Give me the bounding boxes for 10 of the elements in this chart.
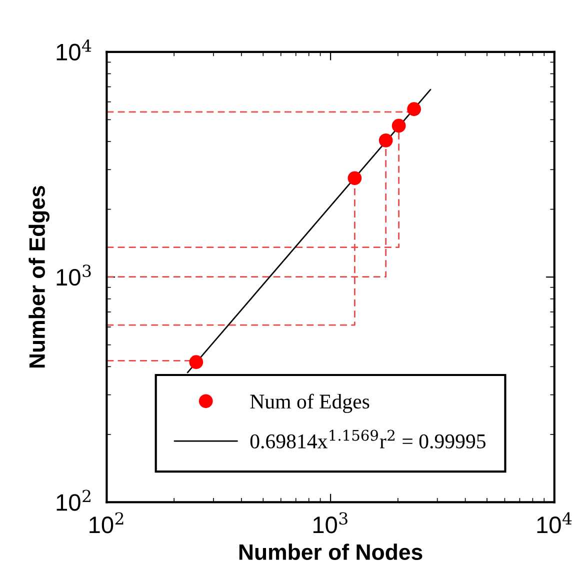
x-tick-label: 10$^{4}$ <box>537 512 572 534</box>
y-tick-label: 10$^{2}$ <box>56 490 90 511</box>
legend-label: Num of Edges <box>250 394 370 413</box>
x-tick-label: 10$^{2}$ <box>90 512 124 534</box>
legend-label: 0.69814x$^{1.1569}$r$^{2}$ = 0.99995 <box>250 430 486 448</box>
x-axis-title: Number of Nodes <box>239 544 422 560</box>
x-tick-label: 10$^{3}$ <box>313 512 348 534</box>
y-tick-label: 10$^{3}$ <box>56 264 91 286</box>
y-axis-title: Number of Edges <box>28 186 50 368</box>
y-tick-label: 10$^{4}$ <box>56 39 92 61</box>
